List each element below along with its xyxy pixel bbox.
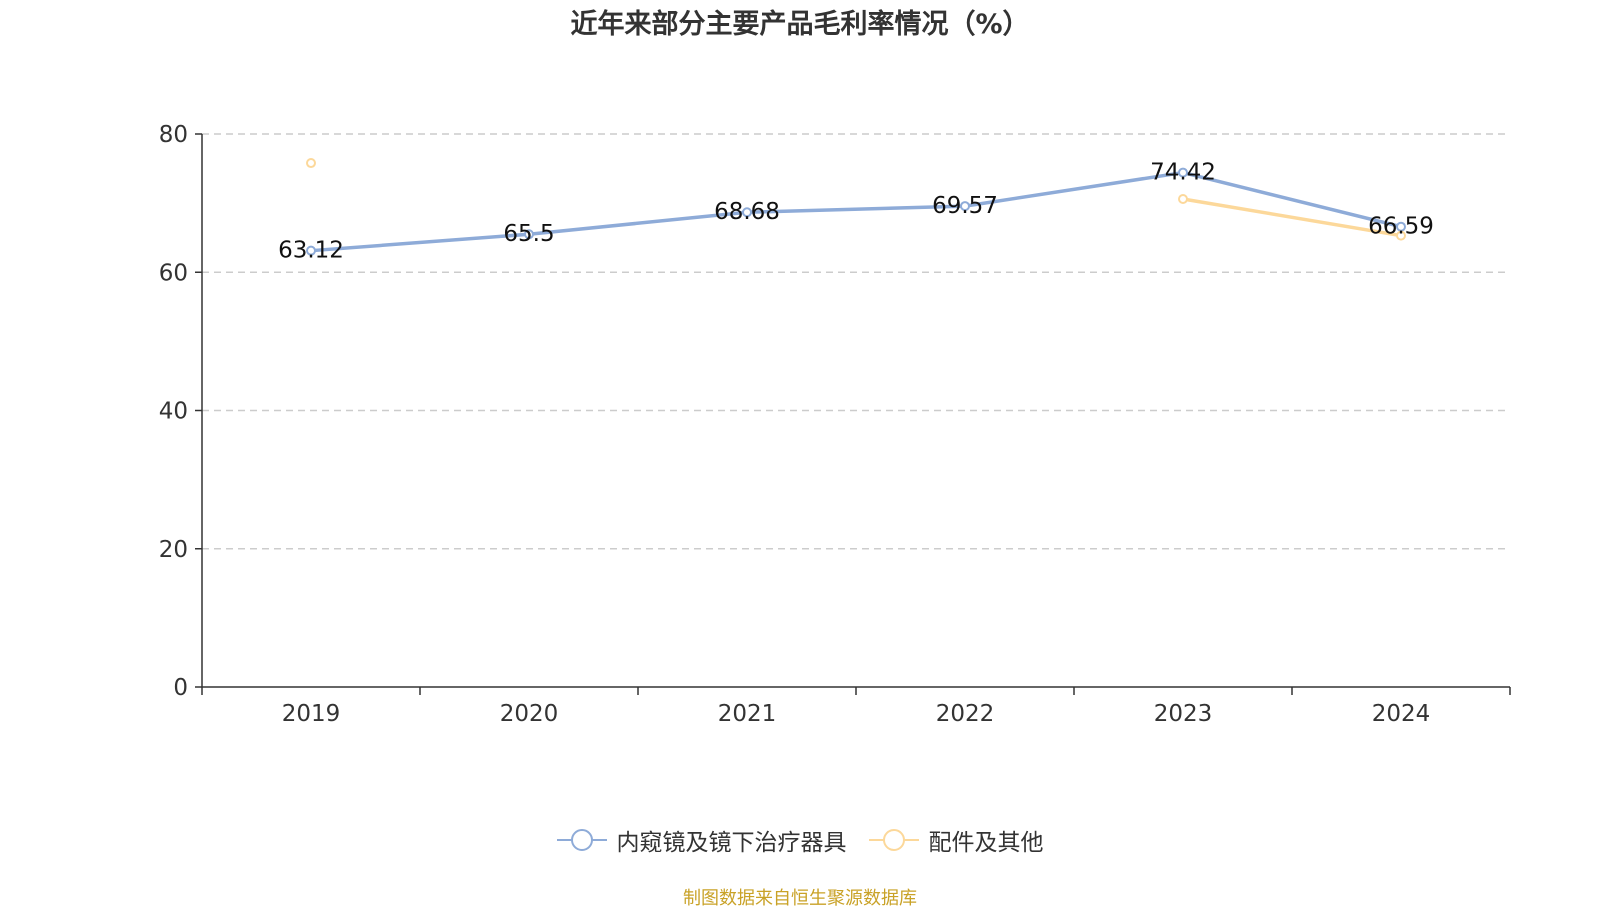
legend-marker-1 xyxy=(868,829,919,851)
legend-item-1[interactable]: 配件及其他 xyxy=(868,823,1044,857)
series-0-point-2019 xyxy=(306,245,316,256)
y-tick-label-60: 60 xyxy=(159,260,188,286)
data-label-2024: 66.59 xyxy=(1368,214,1434,240)
y-tick-label-20: 20 xyxy=(159,537,188,563)
legend-label-0: 内窥镜及镜下治疗器具 xyxy=(616,830,847,856)
data-label-2023: 74.42 xyxy=(1150,160,1216,186)
x-tick-label-2023: 2023 xyxy=(1154,701,1213,727)
axes: 0 20 40 60 80 2019 2020 2021 2022 2023 2024 xyxy=(159,122,1511,727)
x-tick-label-2020: 2020 xyxy=(500,701,559,727)
y-tick-label-40: 40 xyxy=(159,399,188,425)
x-tick-label-2022: 2022 xyxy=(936,701,995,727)
legend-marker-0 xyxy=(556,829,607,851)
source-note: 制图数据来自恒生聚源数据库 xyxy=(683,888,917,909)
data-label-2020: 65.5 xyxy=(503,221,554,247)
y-tick-label-80: 80 xyxy=(159,122,188,148)
series-1-point-2024 xyxy=(1396,230,1406,241)
series-1-point-2019 xyxy=(306,158,316,169)
data-labels: 63.12 65.5 68.68 69.57 74.42 66.59 xyxy=(278,160,1434,264)
data-label-2021: 68.68 xyxy=(714,199,780,225)
series-0-line-0 xyxy=(310,170,1402,253)
series-0-point-2020 xyxy=(524,229,534,240)
x-tick-label-2019: 2019 xyxy=(282,701,341,727)
series-0-point-2022 xyxy=(960,201,970,212)
data-label-2019: 63.12 xyxy=(278,238,344,264)
data-label-2022: 69.57 xyxy=(932,193,998,219)
y-tick-label-0: 0 xyxy=(173,675,188,701)
x-tick-label-2024: 2024 xyxy=(1372,701,1431,727)
series-0-point-2021 xyxy=(742,207,752,218)
series-0-point-2023 xyxy=(1178,167,1188,178)
series-1-point-2023 xyxy=(1178,193,1188,204)
series-lines xyxy=(306,158,1406,256)
series-1-line-1 xyxy=(1182,197,1402,238)
legend: 内窥镜及镜下治疗器具 配件及其他 xyxy=(0,820,1600,860)
grid-lines xyxy=(202,133,1510,550)
legend-item-0[interactable]: 内窥镜及镜下治疗器具 xyxy=(556,823,847,857)
x-tick-label-2021: 2021 xyxy=(718,701,777,727)
chart-title: 近年来部分主要产品毛利率情况（%） xyxy=(570,9,1030,40)
legend-label-1: 配件及其他 xyxy=(928,830,1044,856)
